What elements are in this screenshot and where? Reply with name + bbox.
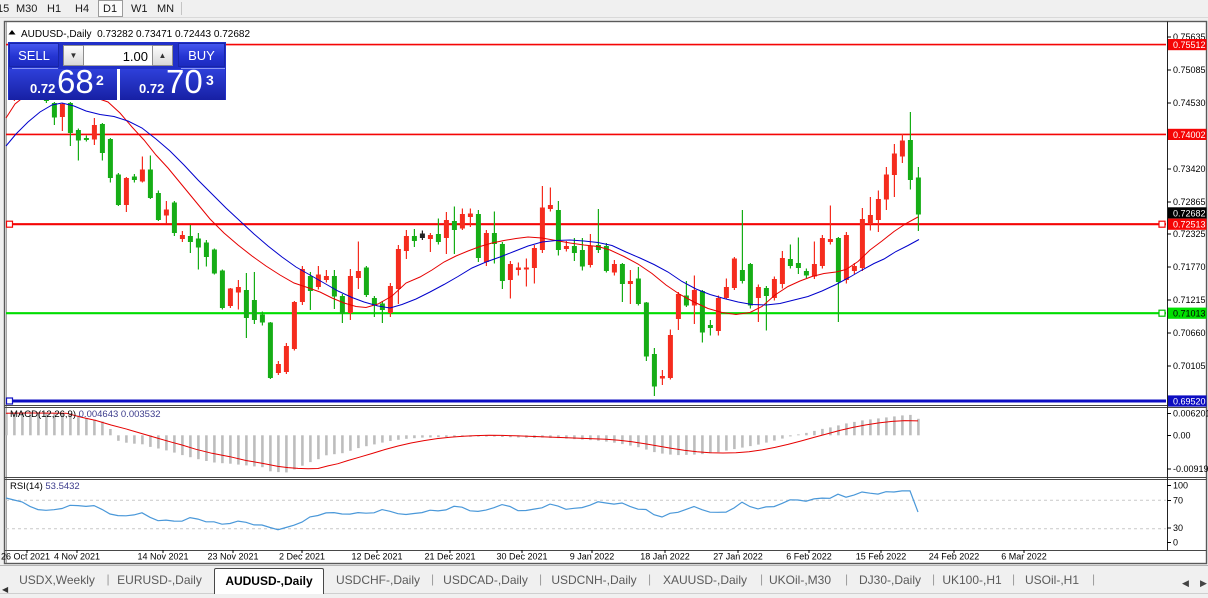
svg-text:MACD(12,26,9) 0.004643 0.00353: MACD(12,26,9) 0.004643 0.003532 [10,409,161,420]
svg-text:AUDUSD-,Daily 0.73282 0.73471: AUDUSD-,Daily 0.73282 0.73471 0.72443 0.… [21,29,250,40]
svg-text:0.75085: 0.75085 [1173,65,1206,75]
svg-text:9 Jan 2022: 9 Jan 2022 [570,552,615,562]
svg-text:0.69520: 0.69520 [1173,396,1206,406]
svg-text:24 Feb 2022: 24 Feb 2022 [929,552,980,562]
svg-text:0.73420: 0.73420 [1173,164,1206,174]
svg-text:0.72325: 0.72325 [1173,229,1206,239]
svg-text:-0.00919: -0.00919 [1173,464,1208,474]
svg-text:RSI(14) 53.5432: RSI(14) 53.5432 [10,481,80,492]
svg-text:0.006201: 0.006201 [1173,409,1208,419]
svg-text:6 Feb 2022: 6 Feb 2022 [786,552,832,562]
svg-text:26 Oct 2021: 26 Oct 2021 [1,552,50,562]
svg-text:6 Mar 2022: 6 Mar 2022 [1001,552,1047,562]
svg-text:0.70105: 0.70105 [1173,361,1206,371]
svg-text:0.74002: 0.74002 [1173,130,1206,140]
svg-text:23 Nov 2021: 23 Nov 2021 [207,552,258,562]
svg-text:12 Dec 2021: 12 Dec 2021 [351,552,402,562]
svg-text:0.72682: 0.72682 [1173,208,1206,218]
svg-text:4 Nov 2021: 4 Nov 2021 [54,552,100,562]
svg-text:0: 0 [1173,538,1178,548]
svg-text:0.72513: 0.72513 [1173,220,1206,230]
svg-text:0.72865: 0.72865 [1173,197,1206,207]
svg-text:21 Dec 2021: 21 Dec 2021 [424,552,475,562]
svg-text:30 Dec 2021: 30 Dec 2021 [496,552,547,562]
svg-text:70: 70 [1173,496,1183,506]
svg-text:30: 30 [1173,523,1183,533]
svg-text:18 Jan 2022: 18 Jan 2022 [640,552,690,562]
svg-text:0.75512: 0.75512 [1173,40,1206,50]
svg-text:2 Dec 2021: 2 Dec 2021 [279,552,325,562]
svg-text:0.71770: 0.71770 [1173,262,1206,272]
svg-text:0.00: 0.00 [1173,431,1191,441]
svg-text:0.71215: 0.71215 [1173,295,1206,305]
svg-text:0.71013: 0.71013 [1173,309,1206,319]
svg-text:15 Feb 2022: 15 Feb 2022 [856,552,907,562]
svg-text:27 Jan 2022: 27 Jan 2022 [713,552,763,562]
svg-text:100: 100 [1173,481,1188,491]
svg-text:0.75635: 0.75635 [1173,32,1206,42]
svg-text:0.74530: 0.74530 [1173,98,1206,108]
svg-text:0.70660: 0.70660 [1173,328,1206,338]
svg-text:14 Nov 2021: 14 Nov 2021 [137,552,188,562]
